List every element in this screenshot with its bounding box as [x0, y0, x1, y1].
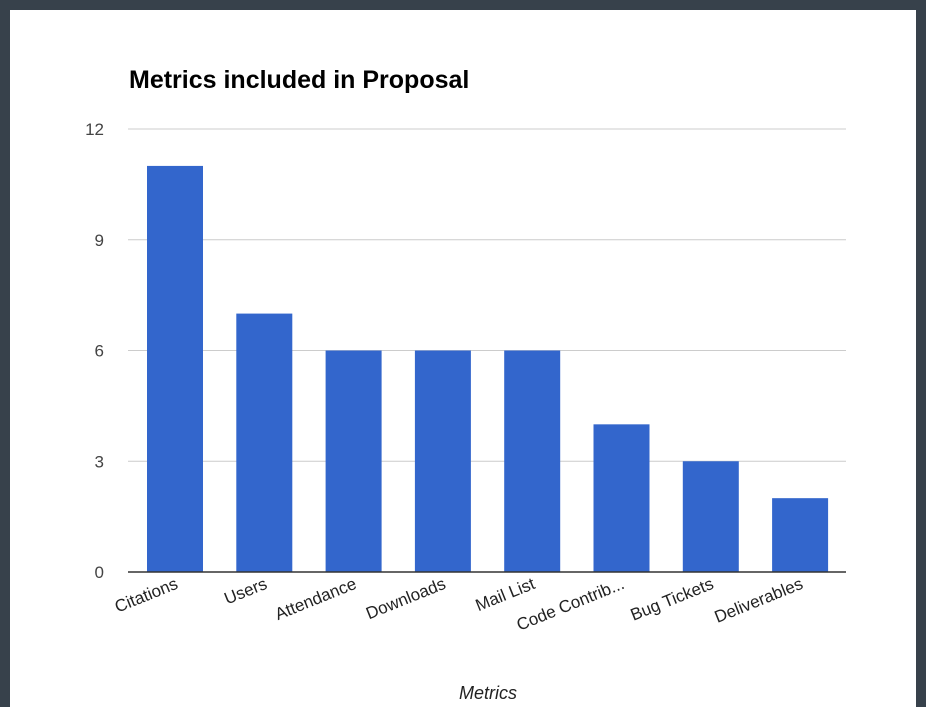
y-axis-ticks: 0 3 6 9 12 [85, 120, 104, 582]
x-category-label: Deliverables [712, 574, 806, 627]
bar-users [236, 313, 293, 572]
x-axis-title: Metrics [459, 683, 517, 703]
y-tick-label: 12 [85, 120, 104, 139]
x-category-label: Bug Tickets [628, 574, 717, 625]
bar-mail-list [504, 350, 561, 572]
x-category-label: Citations [112, 574, 180, 616]
x-category-label: Mail List [473, 574, 538, 615]
x-axis-categories: Citations Users Attendance Downloads Mail Li… [112, 574, 806, 635]
chart-title: Metrics included in Proposal [129, 66, 469, 94]
bar-attendance [325, 350, 382, 572]
bar-bug-tickets [682, 461, 739, 572]
y-tick-label: 9 [95, 231, 104, 250]
gridlines [128, 128, 846, 462]
x-category-label: Users [222, 574, 270, 608]
bar-deliverables [772, 498, 829, 572]
bar-downloads [414, 350, 471, 572]
bar-citations [147, 165, 203, 572]
x-category-label: Downloads [363, 574, 448, 623]
x-category-label: Attendance [272, 574, 359, 624]
y-tick-label: 0 [95, 563, 104, 582]
y-tick-label: 3 [95, 452, 104, 471]
bar-code-contrib [593, 424, 650, 572]
y-tick-label: 6 [95, 342, 104, 361]
bars [147, 165, 829, 572]
